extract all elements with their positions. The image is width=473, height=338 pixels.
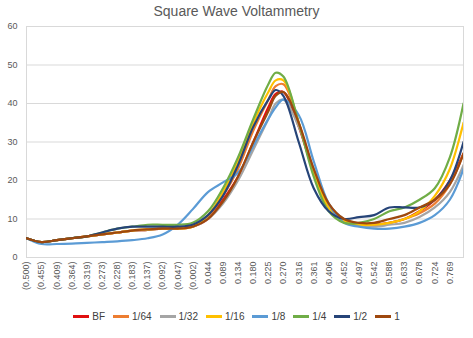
svg-text:(0.047): (0.047): [172, 262, 182, 291]
svg-text:0.134: 0.134: [233, 262, 243, 285]
svg-text:0.769: 0.769: [445, 262, 455, 285]
html-text:1/2: 1/2: [353, 311, 368, 322]
html-text:1/32: 1/32: [178, 311, 198, 322]
svg-text:(0.319): (0.319): [82, 262, 92, 291]
svg-text:0.316: 0.316: [294, 262, 304, 285]
html-text:1/4: 1/4: [312, 311, 327, 322]
svg-text:50: 50: [7, 60, 17, 70]
svg-text:10: 10: [7, 214, 17, 224]
svg-text:(0.002): (0.002): [188, 262, 198, 291]
svg-text:0.270: 0.270: [278, 262, 288, 285]
svg-text:0.044: 0.044: [203, 262, 213, 285]
svg-text:(0.409): (0.409): [52, 262, 62, 291]
svg-text:40: 40: [7, 98, 17, 108]
svg-text:(0.273): (0.273): [97, 262, 107, 291]
svg-text:0.542: 0.542: [369, 262, 379, 285]
svg-text:(0.137): (0.137): [142, 262, 152, 291]
svg-text:(0.364): (0.364): [67, 262, 77, 291]
html-text:1/8: 1/8: [271, 311, 286, 322]
svg-text:0: 0: [12, 252, 17, 262]
svg-text:0.225: 0.225: [263, 262, 273, 285]
html-text:1/64: 1/64: [132, 311, 152, 322]
svg-text:0.180: 0.180: [248, 262, 258, 285]
svg-text:(0.183): (0.183): [127, 262, 137, 291]
html-text:Square Wave Voltammetry: Square Wave Voltammetry: [153, 3, 320, 19]
svg-text:0.633: 0.633: [399, 262, 409, 285]
svg-text:0.361: 0.361: [309, 262, 319, 285]
svg-text:30: 30: [7, 137, 17, 147]
svg-text:60: 60: [7, 22, 17, 31]
svg-text:(0.092): (0.092): [157, 262, 167, 291]
svg-text:(0.455): (0.455): [36, 262, 46, 291]
html-text:1/16: 1/16: [225, 311, 245, 322]
svg-text:0.724: 0.724: [430, 262, 440, 285]
html-text:1: 1: [394, 311, 400, 322]
svg-text:20: 20: [7, 175, 17, 185]
svg-text:0.406: 0.406: [324, 262, 334, 285]
svg-text:0.497: 0.497: [354, 262, 364, 285]
svg-text:0.452: 0.452: [339, 262, 349, 285]
svg-text:0.678: 0.678: [414, 262, 424, 285]
svg-text:(0.228): (0.228): [112, 262, 122, 291]
svg-text:0.089: 0.089: [218, 262, 228, 285]
svg-text:0.588: 0.588: [384, 262, 394, 285]
svg-text:(0.500): (0.500): [21, 262, 31, 291]
html-text:BF: BF: [92, 311, 105, 322]
